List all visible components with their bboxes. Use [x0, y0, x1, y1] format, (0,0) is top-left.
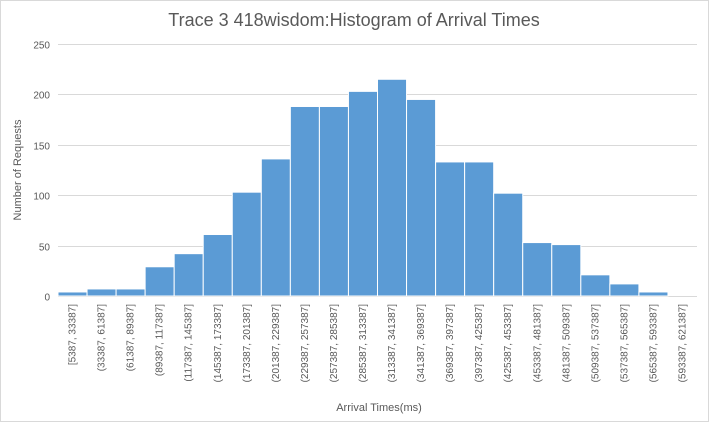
histogram-bar — [231, 191, 262, 297]
x-tick-label: (509387, 537387] — [590, 304, 601, 383]
y-tick-label: 150 — [33, 142, 50, 153]
x-tick-labels: [5387, 33387] (33387, 61387] (61387, 89387… — [68, 304, 689, 383]
histogram-bar — [522, 242, 553, 297]
x-tick-label: (565387, 593387] — [648, 304, 659, 383]
histogram-bar — [115, 288, 146, 297]
x-tick-label: (453387, 481387] — [532, 304, 543, 383]
x-tick-label: (313387, 341387] — [387, 304, 398, 383]
histogram-bar — [144, 266, 175, 297]
x-tick-label: (369387, 397387] — [445, 304, 456, 383]
y-tick-labels: 0 50 100 150 200 250 — [33, 41, 50, 304]
histogram-bar — [551, 244, 582, 297]
histogram-bar — [435, 161, 466, 297]
y-tick-label: 200 — [33, 91, 50, 102]
x-tick-label: (229387, 257387] — [300, 304, 311, 383]
histogram-bar — [289, 105, 320, 297]
x-tick-label: (481387, 509387] — [561, 304, 572, 383]
x-tick-label: (33387, 61387] — [97, 304, 108, 372]
x-tick-label: (397387, 425387] — [474, 304, 485, 383]
y-axis-label: Number of Requests — [12, 119, 24, 220]
histogram-bar — [493, 192, 524, 297]
histogram-bar — [406, 98, 437, 297]
x-tick-label: (537387, 565387] — [619, 304, 630, 383]
histogram-bar — [57, 291, 88, 297]
x-tick-label: (117387, 145387] — [184, 304, 195, 382]
histogram-bar — [173, 253, 204, 297]
x-tick-label: (145387, 173387] — [213, 304, 224, 383]
y-tick-label: 0 — [44, 293, 50, 304]
x-tick-label: (285387, 313387] — [358, 304, 369, 383]
bars — [57, 78, 669, 297]
chart-title: Trace 3 418wisdom:Histogram of Arrival T… — [168, 10, 539, 30]
x-tick-label: [5387, 33387] — [68, 304, 79, 365]
histogram-bar — [318, 105, 349, 297]
histogram-bar — [464, 161, 495, 297]
x-tick-label: (89387, 117387] — [155, 304, 166, 376]
x-tick-label: (173387, 201387] — [242, 304, 253, 383]
histogram-bar — [86, 288, 117, 297]
y-tick-label: 50 — [39, 243, 51, 254]
x-tick-label: (425387, 453387] — [503, 304, 514, 383]
histogram-bar — [202, 234, 233, 297]
y-tick-label: 100 — [33, 192, 50, 203]
x-tick-label: (341387, 369387] — [416, 304, 427, 383]
y-tick-label: 250 — [33, 41, 50, 52]
x-tick-label: (61387, 89387] — [126, 304, 137, 372]
histogram-bar — [347, 90, 379, 297]
histogram-bar — [609, 283, 640, 297]
histogram-bar — [638, 291, 669, 297]
x-tick-label: (593387, 621387] — [677, 304, 688, 383]
x-tick-label: (257387, 285387] — [329, 304, 340, 383]
histogram-bar — [580, 274, 611, 297]
histogram-bar — [377, 78, 408, 297]
histogram-bar — [260, 158, 291, 297]
x-axis-label: Arrival Times(ms) — [336, 402, 422, 414]
x-tick-label: (201387, 229387] — [271, 304, 282, 383]
